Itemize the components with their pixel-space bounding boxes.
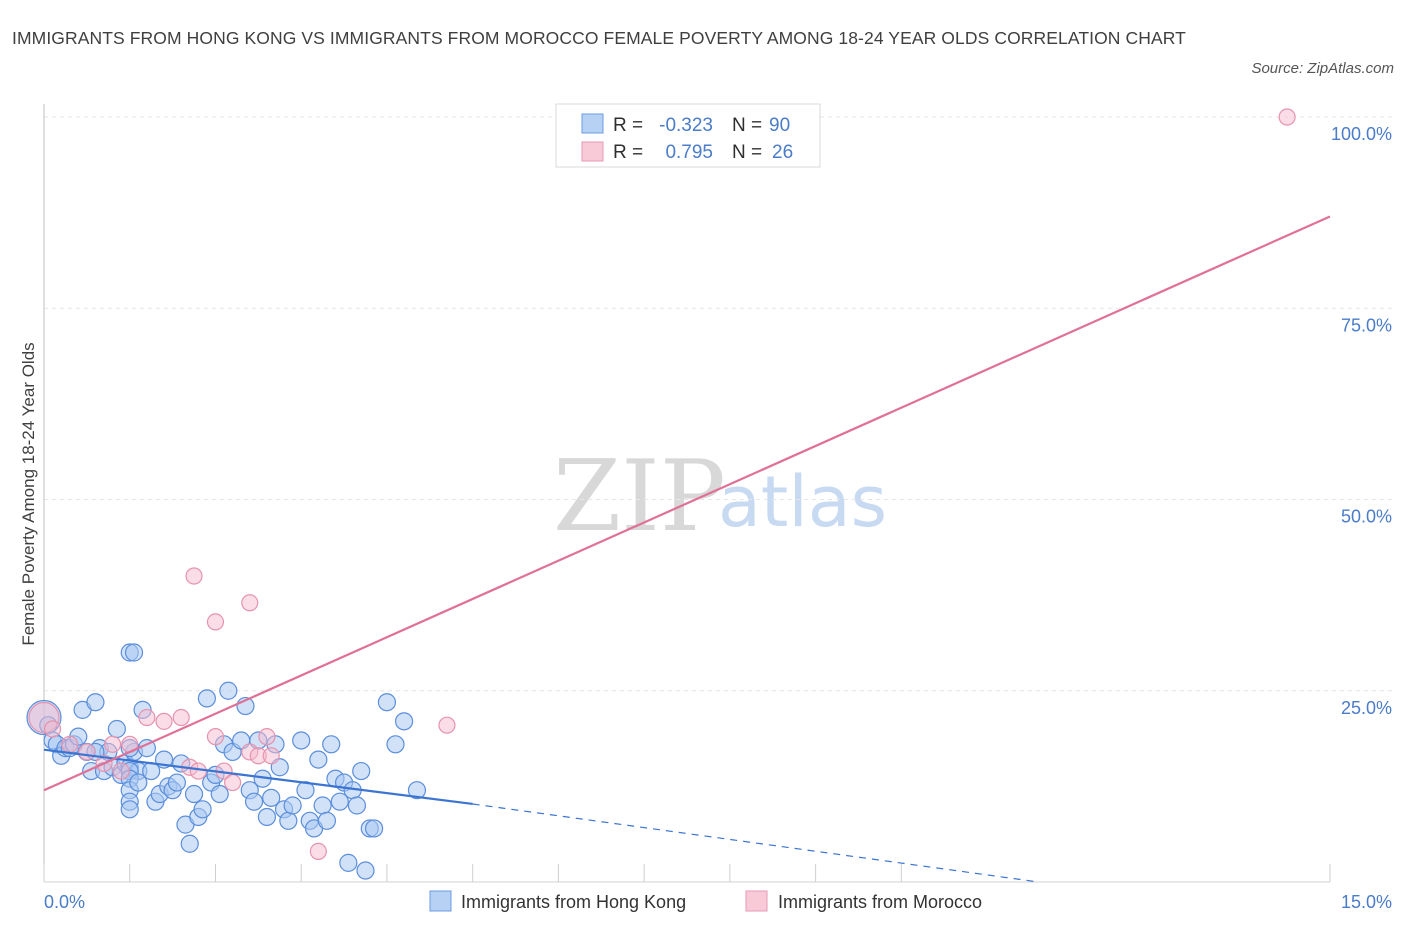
x-tick-label-min: 0.0% xyxy=(44,892,85,912)
point-hong-kong-67 xyxy=(283,796,302,815)
point-morocco-25 xyxy=(1278,108,1296,126)
point-hong-kong-41 xyxy=(167,773,186,792)
watermark: ZIP atlas xyxy=(553,440,887,554)
point-hong-kong-81 xyxy=(347,796,367,815)
point-hong-kong-34 xyxy=(124,643,144,662)
legend-swatch-blue xyxy=(581,113,604,134)
y-tick-label-25: 25.0% xyxy=(1341,698,1392,718)
point-hong-kong-79 xyxy=(339,853,358,872)
point-morocco-22 xyxy=(262,747,280,765)
point-morocco-6 xyxy=(112,762,130,780)
point-hong-kong-12 xyxy=(86,693,105,712)
point-hong-kong-68 xyxy=(292,731,311,750)
y-axis-label: Female Poverty Among 18-24 Year Olds xyxy=(19,342,38,645)
legend-n-value-pink: 26 xyxy=(772,142,793,163)
point-morocco-9 xyxy=(155,712,173,730)
point-morocco-5 xyxy=(103,735,122,753)
point-hong-kong-75 xyxy=(322,735,341,754)
series-morocco-points xyxy=(28,108,1296,861)
point-morocco-13 xyxy=(206,728,225,746)
point-hong-kong-53 xyxy=(219,681,238,700)
trend-line-hong-kong-extension xyxy=(472,803,1039,883)
watermark-atlas: atlas xyxy=(718,461,887,543)
point-hong-kong-44 xyxy=(180,834,199,853)
legend-r-value-pink: 0.795 xyxy=(665,142,713,163)
point-hong-kong-45 xyxy=(184,784,204,804)
point-hong-kong-35 xyxy=(129,773,148,792)
point-morocco-19 xyxy=(185,567,203,585)
point-hong-kong-82 xyxy=(352,761,371,781)
legend-r-value-blue: -0.323 xyxy=(659,115,713,136)
legend-n-label-pink: N = xyxy=(732,142,762,163)
point-hong-kong-47 xyxy=(193,800,212,819)
trend-line-morocco xyxy=(43,215,1331,792)
series-hong-kong-points xyxy=(26,643,427,880)
point-hong-kong-74 xyxy=(317,811,337,830)
y-tick-label-75: 75.0% xyxy=(1341,315,1392,335)
point-hong-kong-89 xyxy=(407,781,427,800)
point-morocco-20 xyxy=(206,613,225,631)
point-hong-kong-61 xyxy=(257,807,277,827)
point-morocco-21 xyxy=(241,594,259,612)
legend-n-value-blue: 90 xyxy=(769,115,790,136)
point-hong-kong-62 xyxy=(262,788,281,807)
point-hong-kong-58 xyxy=(244,792,264,811)
point-hong-kong-51 xyxy=(210,784,229,804)
y-tick-label-100: 100.0% xyxy=(1331,124,1392,144)
legend-n-label-blue: N = xyxy=(732,115,762,136)
point-morocco-24 xyxy=(438,716,456,734)
x-tick-marks xyxy=(43,864,1331,882)
legend-bottom-swatch-hong-kong xyxy=(429,890,452,912)
point-hong-kong-83 xyxy=(356,861,375,880)
x-tick-label-max: 15.0% xyxy=(1341,892,1392,912)
point-morocco-23 xyxy=(309,842,327,861)
point-morocco-8 xyxy=(138,708,156,727)
legend-bottom-label-morocco: Immigrants from Morocco xyxy=(778,892,982,912)
watermark-zip: ZIP xyxy=(553,440,726,554)
legend-swatch-pink xyxy=(581,141,604,162)
point-morocco-18 xyxy=(258,728,276,746)
legend-r-label-blue: R = xyxy=(613,115,643,136)
point-hong-kong-86 xyxy=(377,693,397,712)
point-hong-kong-17 xyxy=(107,719,126,739)
point-hong-kong-77 xyxy=(330,792,349,811)
legend-r-label-pink: R = xyxy=(613,142,643,163)
legend-top: R = -0.323 N = 90 R = 0.795 N = 26 xyxy=(555,103,821,168)
point-hong-kong-48 xyxy=(197,689,216,708)
legend-bottom-label-hong-kong: Immigrants from Hong Kong xyxy=(461,892,686,912)
legend-bottom: Immigrants from Hong Kong Immigrants fro… xyxy=(429,890,982,912)
chart-source: Source: ZipAtlas.com xyxy=(1251,60,1394,77)
point-hong-kong-87 xyxy=(386,735,405,754)
trend-lines xyxy=(43,215,1331,883)
point-morocco-2 xyxy=(61,735,79,753)
y-tick-labels: 25.0% 50.0% 75.0% 100.0% xyxy=(1331,124,1392,718)
chart-title: IMMIGRANTS FROM HONG KONG VS IMMIGRANTS … xyxy=(12,28,1186,48)
point-hong-kong-85 xyxy=(364,819,384,838)
point-morocco-12 xyxy=(189,762,207,780)
y-tick-label-50: 50.0% xyxy=(1341,507,1392,527)
point-morocco-10 xyxy=(172,708,190,727)
legend-bottom-swatch-morocco xyxy=(745,890,768,912)
point-hong-kong-72 xyxy=(309,750,328,769)
point-hong-kong-66 xyxy=(279,811,298,830)
point-morocco-15 xyxy=(224,773,242,792)
point-hong-kong-31 xyxy=(120,800,139,819)
point-morocco-1 xyxy=(43,720,62,738)
point-hong-kong-88 xyxy=(394,712,414,731)
point-morocco-3 xyxy=(78,743,96,761)
point-hong-kong-73 xyxy=(313,796,332,815)
